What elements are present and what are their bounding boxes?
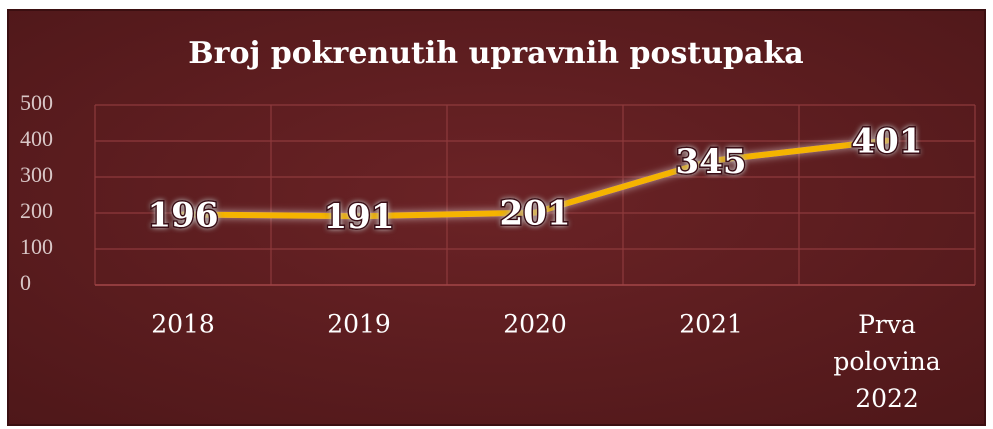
y-tick-label: 400 <box>20 126 53 151</box>
y-tick-label: 500 <box>20 90 53 115</box>
x-tick-label: 2018 <box>151 310 215 339</box>
data-label: 345 <box>676 142 747 182</box>
x-tick-label: 2021 <box>679 310 743 339</box>
y-tick-label: 100 <box>20 234 53 259</box>
data-label: 196 <box>148 195 219 235</box>
data-label: 401 <box>852 122 923 162</box>
y-tick-label: 300 <box>20 162 53 187</box>
x-tick-label: 2019 <box>327 310 391 339</box>
line-series <box>180 137 890 220</box>
chart-title: Broj pokrenutih upravnih postupaka <box>188 36 803 71</box>
data-label: 201 <box>500 194 571 234</box>
y-tick-label: 0 <box>20 270 31 295</box>
chart-background <box>7 9 986 426</box>
x-tick-label: Prva polovina 2022 <box>833 310 940 413</box>
y-tick-label: 200 <box>20 198 53 223</box>
x-tick-label: 2020 <box>503 310 567 339</box>
data-label: 191 <box>324 197 395 237</box>
